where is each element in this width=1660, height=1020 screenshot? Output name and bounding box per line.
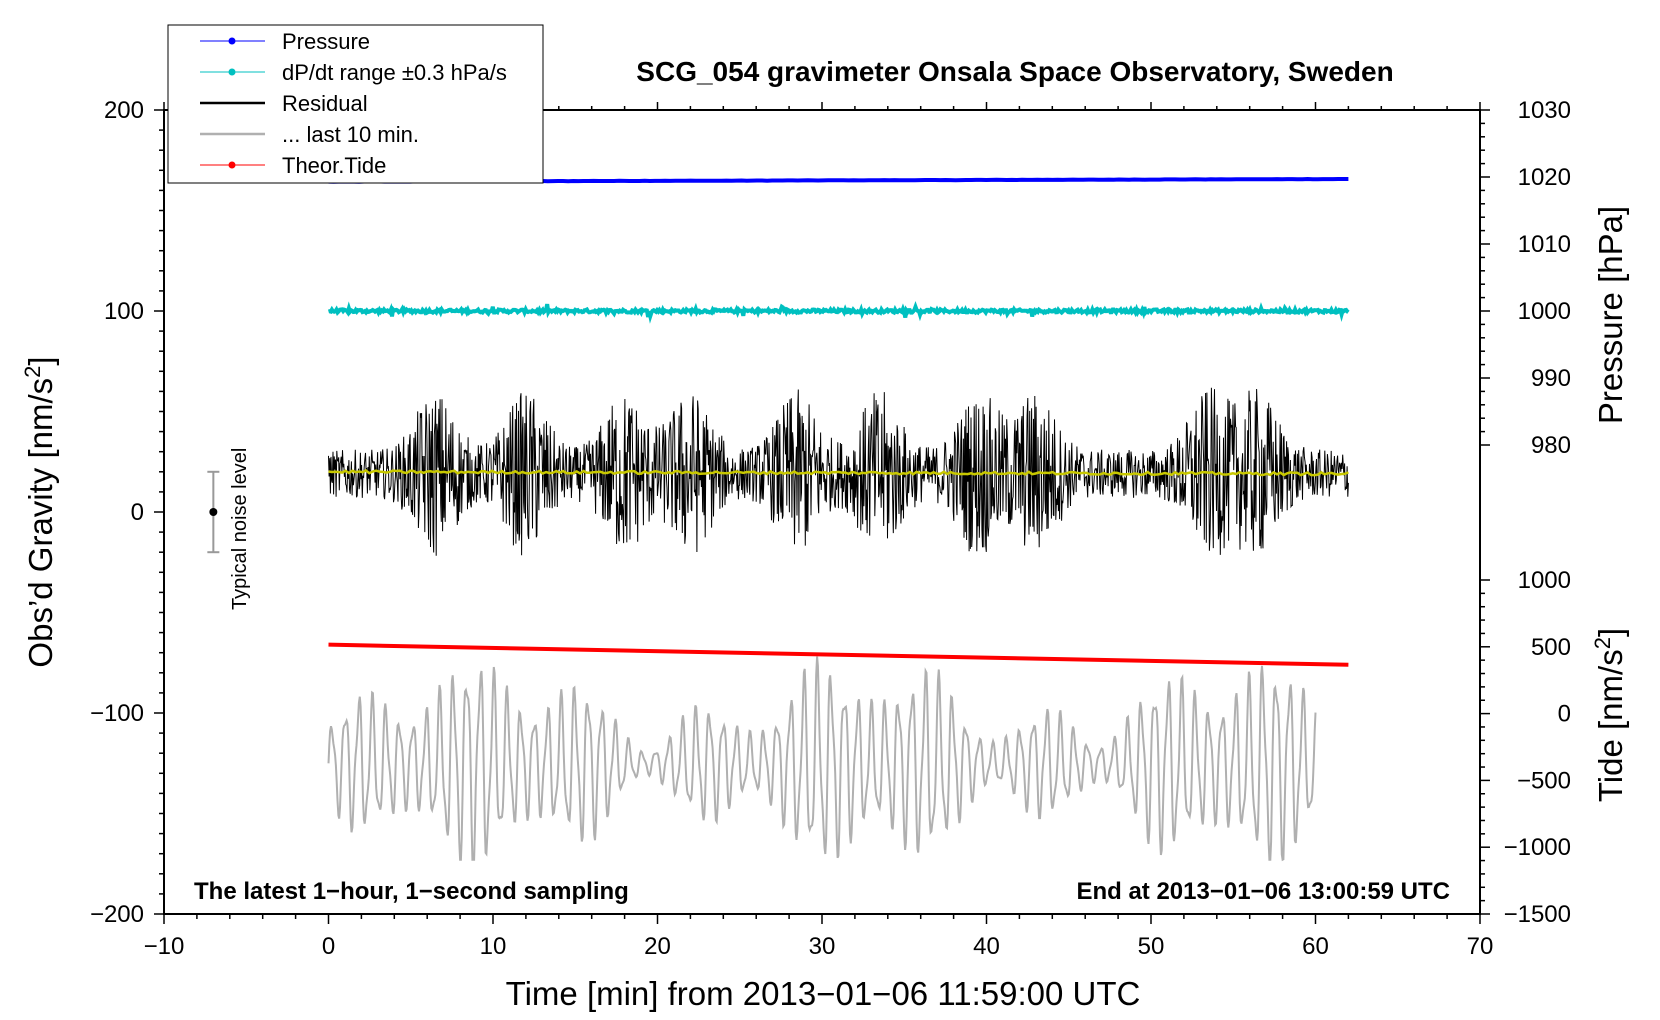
pressure-tick-label: 980 [1531, 432, 1571, 459]
ticks-layer: −10 0 10 20 30 40 50 60 70−200−10001002009809901… [90, 97, 1571, 960]
y-left-tick-label: −100 [90, 700, 144, 727]
annotation-left: The latest 1−hour, 1−second sampling [194, 878, 629, 905]
dpdt-series [327, 300, 1350, 324]
legend-label: dP/dt range ±0.3 hPa/s [282, 60, 507, 85]
tide-label-sup: 2 [1590, 637, 1615, 649]
pressure-tick-label: 1020 [1518, 164, 1571, 191]
tide-tick-label: −1000 [1504, 834, 1571, 861]
x-tick-label: −10 [144, 933, 185, 960]
x-tick-label: 50 [1138, 933, 1165, 960]
x-tick-label: 20 [644, 933, 671, 960]
tide-tick-label: 500 [1531, 634, 1571, 661]
data-layer [207, 176, 1350, 862]
y-left-tick-label: −200 [90, 901, 144, 928]
annotation-right: End at 2013−01−06 13:00:59 UTC [1076, 878, 1450, 905]
pressure-tick-label: 1030 [1518, 97, 1571, 124]
y-left-tick-label: 200 [104, 97, 144, 124]
y-left-tick-label: 0 [131, 499, 144, 526]
x-tick-label: 30 [809, 933, 836, 960]
y-left-main: Obs’d Gravity [nm/s [22, 378, 59, 668]
y-left-tick-label: 100 [104, 298, 144, 325]
tide-series [328, 642, 1349, 667]
y-axis-label-pressure: Pressure [hPa] [1592, 206, 1629, 424]
legend-label: Theor.Tide [282, 153, 386, 178]
pressure-tick-label: 1000 [1518, 298, 1571, 325]
legend-label: Residual [282, 91, 368, 116]
x-tick-label: 40 [973, 933, 1000, 960]
legend-box [167, 24, 544, 184]
legend-label: ... last 10 min. [282, 122, 419, 147]
x-tick-label: 70 [1467, 933, 1494, 960]
y-axis-label-left: Obs’d Gravity [nm/s2] [20, 356, 59, 667]
residual-mean-series [328, 469, 1349, 477]
legend-label: Pressure [282, 29, 370, 54]
x-tick-label: 10 [480, 933, 507, 960]
y-axis-label-tide: Tide [nm/s2] [1590, 628, 1629, 802]
tide-label-close: ] [1592, 628, 1629, 637]
tide-tick-label: 0 [1558, 701, 1571, 728]
tide-tick-label: −500 [1517, 767, 1571, 794]
x-tick-label: 60 [1302, 933, 1329, 960]
y-left-sup: 2 [20, 366, 45, 378]
pressure-tick-label: 1010 [1518, 231, 1571, 258]
noise-label: Typical noise level [229, 448, 251, 610]
y-left-close: ] [22, 356, 59, 365]
pressure-tick-label: 990 [1531, 365, 1571, 392]
tide-tick-label: 1000 [1518, 567, 1571, 594]
last-10-min-series [327, 656, 1317, 862]
x-tick-label: 0 [322, 933, 335, 960]
legend-dot [228, 37, 236, 45]
legend-dot [228, 68, 236, 76]
noise-bar-center [209, 508, 218, 516]
legend-dot [228, 161, 236, 169]
tide-tick-label: −1500 [1504, 901, 1571, 928]
legend: Pressure dP/dt range ±0.3 hPa/s Residual..… [167, 24, 544, 184]
chart-title: SCG_054 gravimeter Onsala Space Observat… [636, 56, 1393, 87]
tide-label-main: Tide [nm/s [1592, 649, 1629, 802]
x-axis-label: Time [min] from 2013−01−06 11:59:00 UTC [506, 975, 1141, 1012]
